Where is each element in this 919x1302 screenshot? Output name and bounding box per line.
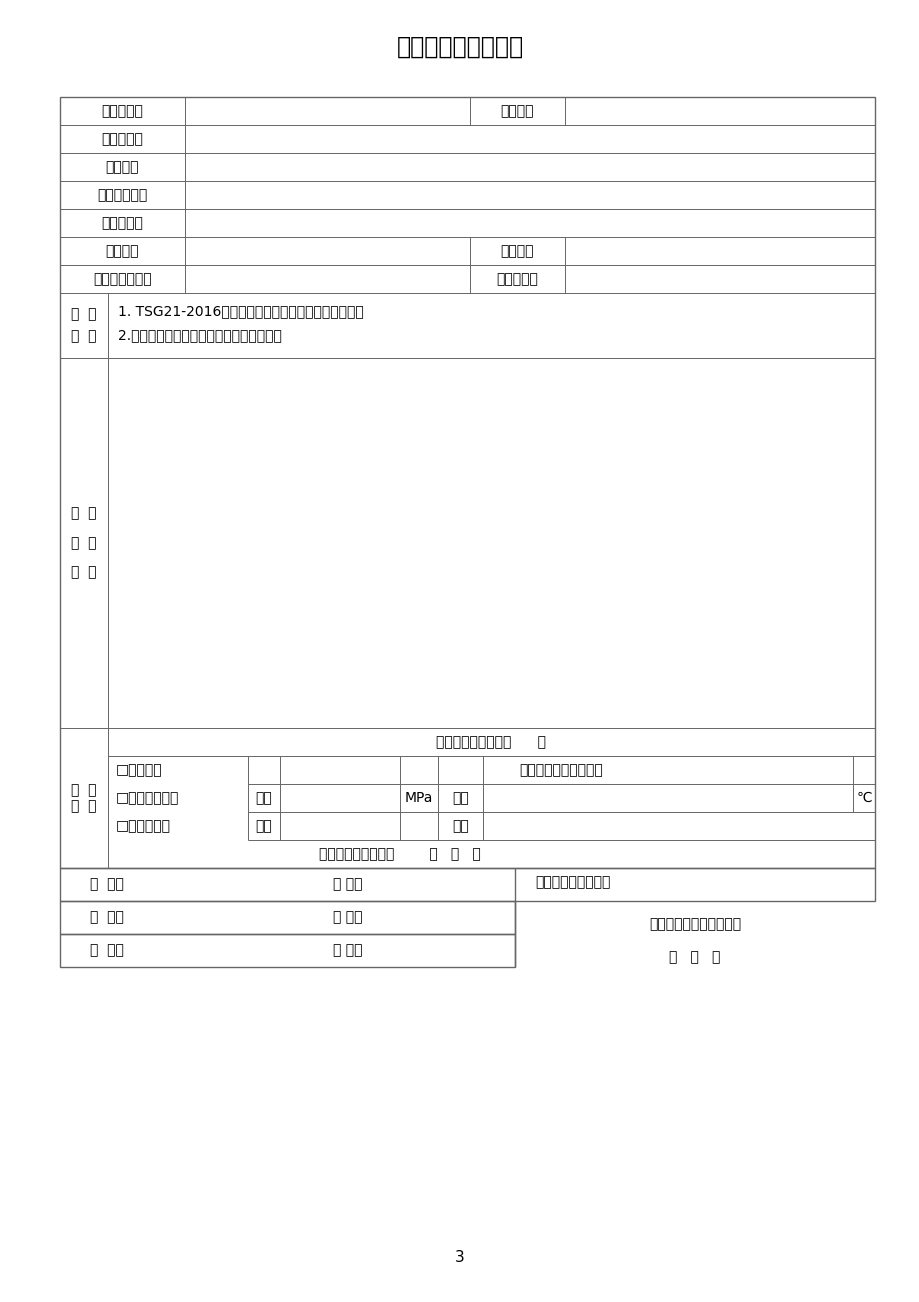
Text: 审  核：: 审 核： — [90, 910, 124, 924]
Text: 结  论: 结 论 — [71, 799, 96, 812]
Text: 出厂编号: 出厂编号 — [500, 104, 534, 118]
Text: 检  验: 检 验 — [71, 783, 96, 797]
Text: 储气井地址: 储气井地址 — [101, 132, 143, 146]
Text: □符合要求: □符合要求 — [116, 763, 163, 777]
Text: 介质: 介质 — [255, 819, 272, 833]
Text: 日 期：: 日 期： — [333, 878, 362, 892]
Text: 检  验：: 检 验： — [90, 878, 124, 892]
Text: 2.湖南省地方标准《储气井定期检验规程》: 2.湖南省地方标准《储气井定期检验规程》 — [118, 328, 281, 342]
Text: 储气井编号: 储气井编号 — [101, 104, 143, 118]
Text: 1. TSG21-2016《固定式压力容器安全技术监察规程》: 1. TSG21-2016《固定式压力容器安全技术监察规程》 — [118, 305, 363, 318]
Text: 批  准：: 批 准： — [90, 944, 124, 957]
Text: 联系电话: 联系电话 — [500, 243, 534, 258]
Text: 使用登记证编号: 使用登记证编号 — [93, 272, 152, 286]
Text: 日 期：: 日 期： — [333, 944, 362, 957]
Text: 3: 3 — [455, 1250, 464, 1264]
Bar — [60, 934, 515, 967]
Text: MPa: MPa — [404, 792, 433, 805]
Text: 及  其: 及 其 — [71, 536, 96, 549]
Text: 储气井定期检验结论: 储气井定期检验结论 — [396, 35, 523, 59]
Text: 管理人员: 管理人员 — [106, 243, 139, 258]
Text: 检  验: 检 验 — [71, 307, 96, 322]
Text: 使用单位地址: 使用单位地址 — [97, 187, 147, 202]
Text: 处  理: 处 理 — [71, 565, 96, 579]
Text: 温度: 温度 — [451, 792, 469, 805]
Text: （检验机构检验专用章）: （检验机构检验专用章） — [648, 917, 741, 931]
Text: 储气井规格: 储气井规格 — [101, 216, 143, 230]
Text: 压力: 压力 — [255, 792, 272, 805]
Text: 使用单位: 使用单位 — [106, 160, 139, 174]
Text: 日 期：: 日 期： — [333, 910, 362, 924]
Text: 检验机构核准证号：: 检验机构核准证号： — [535, 875, 609, 889]
Text: □基本符合要求: □基本符合要求 — [116, 792, 179, 805]
Text: ℃: ℃ — [856, 792, 871, 805]
Bar — [60, 901, 515, 934]
Text: 问  题: 问 题 — [71, 506, 96, 521]
Bar — [60, 868, 874, 901]
Text: 允许（监控）使用参数: 允许（监控）使用参数 — [519, 763, 603, 777]
Text: 其他: 其他 — [451, 819, 469, 833]
Bar — [60, 98, 874, 868]
Text: 下次定期检验日期：        年   月   日: 下次定期检验日期： 年 月 日 — [318, 848, 480, 861]
Text: 储气井用途: 储气井用途 — [496, 272, 538, 286]
Text: □不符合要求: □不符合要求 — [116, 819, 171, 833]
Text: 年   月   日: 年 月 日 — [669, 950, 720, 963]
Text: 依  据: 依 据 — [71, 329, 96, 344]
Text: 安全状况等级评定为      级: 安全状况等级评定为 级 — [436, 736, 546, 749]
